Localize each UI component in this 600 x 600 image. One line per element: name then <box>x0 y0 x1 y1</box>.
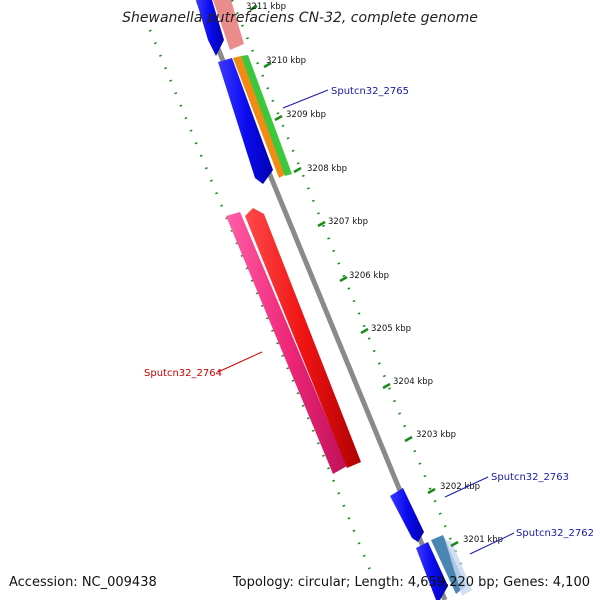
cds-feature-blue-3209[interactable] <box>218 58 273 184</box>
tick-label: 3201 kbp <box>463 535 503 545</box>
cds-feature-blue-2763[interactable] <box>390 488 424 542</box>
kbp-tick-marks <box>249 4 459 548</box>
tick-label: 3209 kbp <box>286 110 326 120</box>
tick-label: 3208 kbp <box>307 164 347 174</box>
label-connector-2765 <box>282 89 329 109</box>
tick-label: 3203 kbp <box>416 430 456 440</box>
gene-label-2765[interactable]: Sputcn32_2765 <box>331 86 409 97</box>
cds-feature-top-blue[interactable] <box>196 0 224 56</box>
genome-summary-text: Topology: circular; Length: 4,659,220 bp… <box>232 575 590 590</box>
label-connector-2764 <box>217 351 263 373</box>
tick-label: 3206 kbp <box>349 271 389 281</box>
cds-feature-orange-2765[interactable] <box>233 56 286 178</box>
cds-feature-red-2764[interactable] <box>245 208 361 468</box>
tick-label: 3205 kbp <box>371 324 411 334</box>
tick-label: 3202 kbp <box>440 482 480 492</box>
label-connector-2763 <box>444 476 489 498</box>
cds-feature-top-salmon[interactable] <box>213 0 244 50</box>
kbp-tick-labels: 3211 kbp 3210 kbp 3209 kbp 3208 kbp 3207… <box>246 2 503 545</box>
gene-label-2764[interactable]: Sputcn32_2764 <box>144 368 222 379</box>
genome-title: Shewanella putrefaciens CN-32, complete … <box>122 10 478 26</box>
tick-label: 3210 kbp <box>266 56 306 66</box>
tick-label: 3211 kbp <box>246 2 286 12</box>
cds-feature-pink-2764[interactable] <box>226 212 347 474</box>
tick-label: 3207 kbp <box>328 217 368 227</box>
cds-feature-pale-2762[interactable] <box>445 540 472 596</box>
cds-feature-blue-2762[interactable] <box>416 542 448 600</box>
gene-label-2763[interactable]: Sputcn32_2763 <box>491 472 569 483</box>
label-connector-2762 <box>469 532 515 555</box>
tick-label: 3204 kbp <box>393 377 433 387</box>
cds-feature-green-2765[interactable] <box>241 55 292 176</box>
gene-label-2762[interactable]: Sputcn32_2762 <box>516 528 594 539</box>
accession-text: Accession: NC_009438 <box>9 575 157 590</box>
